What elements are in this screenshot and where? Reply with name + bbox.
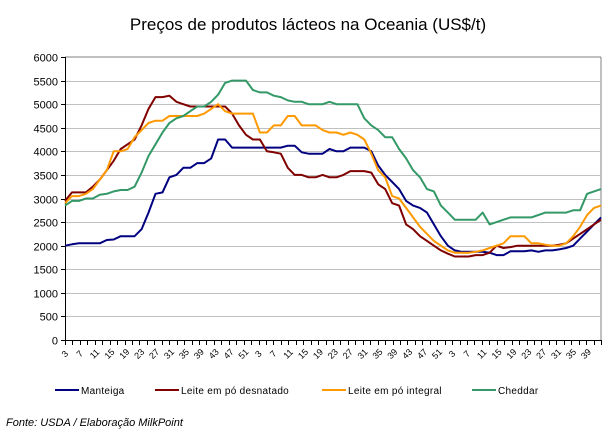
source-note: Fonte: USDA / Elaboração MilkPoint: [6, 417, 183, 429]
x-axis: 3 7 11 15 19 23 27 31 35 39 43 47 51 3 7 11 15 19 23 27 31 35…: [60, 340, 602, 361]
x-tick-label: 27: [147, 347, 161, 361]
series-line-1: [64, 138, 602, 257]
chart-title: Preços de produtos lácteos na Oceania (U…: [130, 15, 486, 34]
x-tick-label: 7: [74, 349, 85, 360]
x-tick-label: 31: [162, 347, 176, 361]
series-line-2: [64, 94, 602, 258]
x-tick-label: 31: [549, 347, 563, 361]
x-tick-label: 43: [400, 347, 414, 361]
x-tick-label: 31: [356, 347, 370, 361]
x-tick-label: 47: [222, 347, 236, 361]
legend-label: Cheddar: [498, 386, 539, 397]
legend-label: Leite em pó integral: [348, 386, 442, 397]
x-tick-label: 27: [534, 347, 548, 361]
x-tick-label: 51: [236, 347, 250, 361]
y-tick-label: 4500: [34, 124, 58, 136]
x-tick-label: 3: [60, 349, 71, 360]
legend: Manteiga Leite em pó desnatado Leite em pó…: [55, 386, 539, 397]
x-tick-label: 23: [132, 347, 146, 361]
x-tick-label: 23: [519, 347, 533, 361]
x-tick-label: 43: [207, 347, 221, 361]
y-tick-label: 2500: [34, 218, 58, 230]
y-tick-label: 2000: [34, 242, 58, 254]
x-tick-label: 35: [177, 347, 191, 361]
y-tick-label: 1000: [34, 289, 58, 301]
gridlines: [65, 56, 602, 340]
y-tick-label: 3500: [34, 171, 58, 183]
x-tick-label: 19: [504, 347, 518, 361]
x-tick-label: 35: [564, 347, 578, 361]
x-tick-label: 7: [462, 349, 473, 360]
x-tick-label: 11: [281, 347, 295, 361]
x-tick-label: 39: [579, 347, 593, 361]
x-tick-label: 11: [475, 347, 489, 361]
x-tick-label: 15: [102, 347, 116, 361]
x-tick-label: 15: [296, 347, 310, 361]
series-line-4: [64, 79, 602, 226]
y-axis: 0 500 1000 1500 2000 2500 3000 3500 4000 4500 5000…: [34, 53, 66, 348]
series-lines: [64, 79, 602, 258]
x-tick-label: 19: [311, 347, 325, 361]
x-tick-label: 39: [385, 347, 399, 361]
x-tick-label: 15: [490, 347, 504, 361]
x-tick-label: 47: [415, 347, 429, 361]
x-tick-label: 51: [430, 347, 444, 361]
x-tick-label: 35: [370, 347, 384, 361]
y-tick-label: 3000: [34, 195, 58, 207]
y-tick-label: 5000: [34, 100, 58, 112]
x-tick-label: 3: [447, 349, 458, 360]
y-tick-label: 0: [52, 336, 58, 348]
x-tick-label: 11: [88, 347, 102, 361]
x-tick-label: 3: [253, 349, 264, 360]
legend-label: Leite em pó desnatado: [181, 386, 289, 397]
series-line-3: [64, 103, 602, 254]
y-tick-label: 5500: [34, 77, 58, 89]
x-tick-label: 27: [341, 347, 355, 361]
x-tick-label: 39: [192, 347, 206, 361]
x-tick-label: 19: [117, 347, 131, 361]
x-tick-label: 23: [326, 347, 340, 361]
legend-label: Manteiga: [81, 386, 125, 397]
y-tick-label: 6000: [34, 53, 58, 65]
y-tick-label: 4000: [34, 147, 58, 159]
y-tick-label: 500: [40, 312, 58, 324]
x-tick-label: 7: [268, 349, 279, 360]
y-tick-label: 1500: [34, 265, 58, 277]
